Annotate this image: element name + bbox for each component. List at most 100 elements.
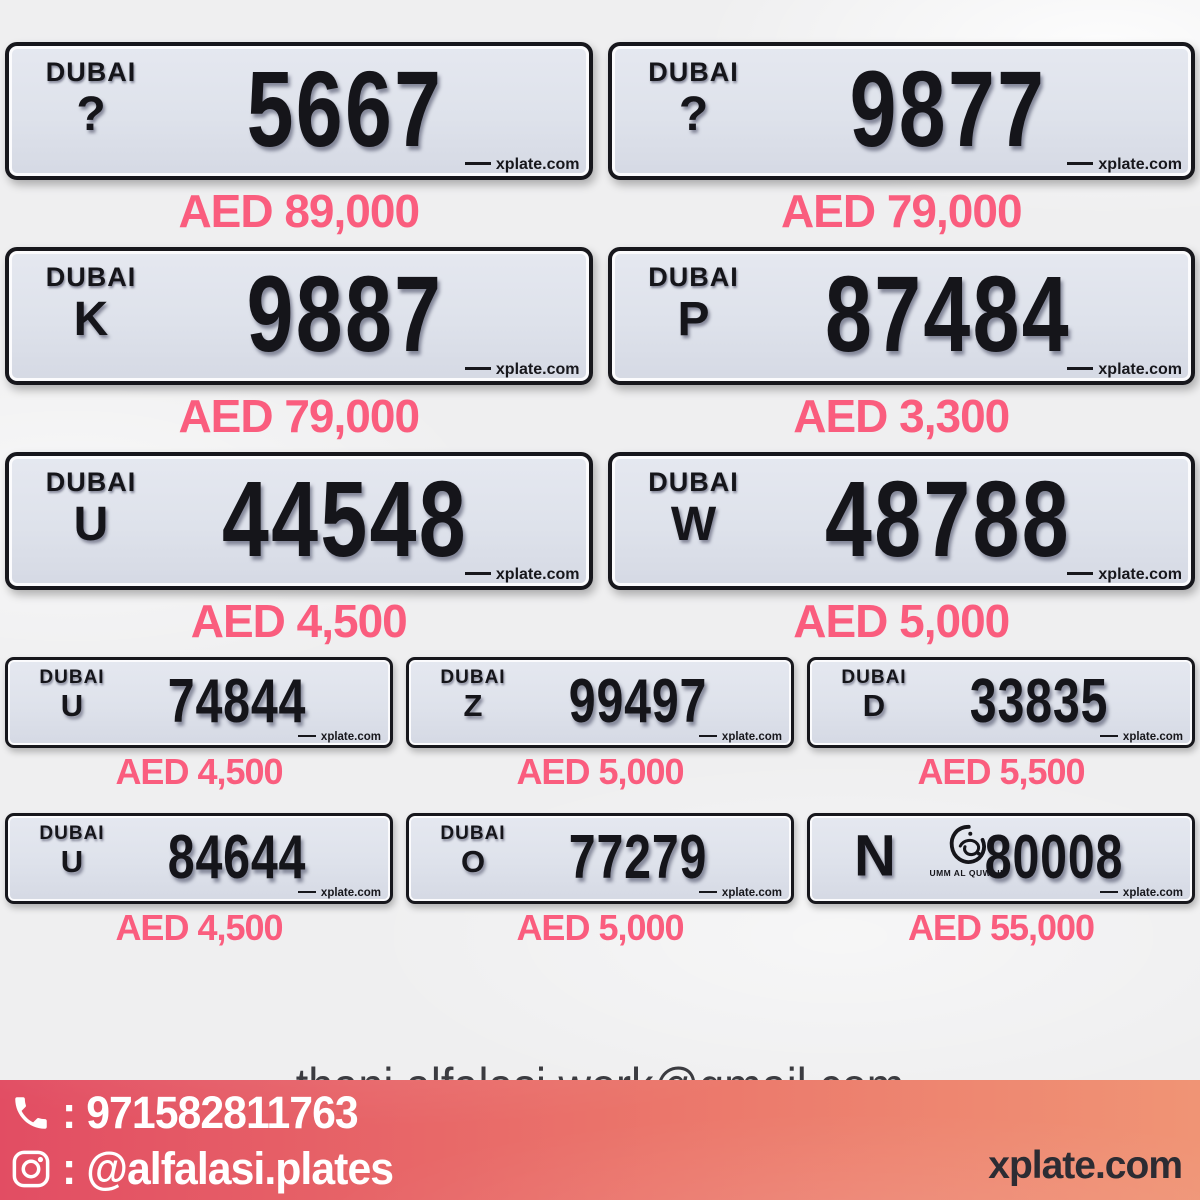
- emirate-block: DUBAI U: [31, 467, 151, 549]
- dubai-logo: DUBAI: [440, 667, 506, 688]
- xplate-watermark: xplate.com: [699, 887, 782, 899]
- plate-cell: DUBAI U 74844 xplate.com AED 4,500: [5, 657, 393, 813]
- license-plate: DUBAI U 74844 xplate.com: [5, 657, 393, 748]
- dubai-logo: DUBAI: [648, 262, 739, 292]
- plates-grid: DUBAI? 5667 xplate.com AED 89,000 DUBAI? 9877…: [0, 0, 1200, 969]
- plate-cell: N UMM AL QUWAIN 80008 xplate.com AED 55,000: [807, 813, 1195, 969]
- plate-price: AED 4,500: [115, 907, 283, 948]
- plate-cell: DUBAI? 9877 xplate.com AED 79,000: [607, 42, 1195, 247]
- plate-letter: O: [460, 844, 486, 879]
- footer: : 971582811763 : @alfalasi.plates xplate…: [0, 1080, 1200, 1200]
- instagram-line: : @alfalasi.plates: [10, 1141, 411, 1197]
- license-plate: DUBAI Z 99497 xplate.com: [406, 657, 794, 748]
- emirate-block: DUBAI?: [31, 57, 151, 139]
- plate-letter: W: [670, 498, 717, 551]
- instagram-handle: : @alfalasi.plates: [62, 1143, 394, 1194]
- xplate-watermark: xplate.com: [1100, 887, 1183, 899]
- dubai-logo: DUBAI: [39, 667, 105, 688]
- dubai-logo: DUBAI: [45, 57, 137, 87]
- plate-row: DUBAI K 9887 xplate.com AED 79,000 DUBAI P 8748…: [0, 247, 1200, 452]
- plate-row: DUBAI U 84644 xplate.com AED 4,500 DUBAI O 7727…: [0, 813, 1200, 969]
- phone-number: : 971582811763: [62, 1087, 359, 1138]
- plate-cell: DUBAI? 5667 xplate.com AED 89,000: [5, 42, 593, 247]
- xplate-watermark: xplate.com: [298, 731, 381, 743]
- plate-cell: DUBAI Z 99497 xplate.com AED 5,000: [406, 657, 794, 813]
- plate-letter: K: [73, 293, 109, 346]
- plate-cell: DUBAI U 84644 xplate.com AED 4,500: [5, 813, 393, 969]
- brand-xplate: xplate.com: [988, 1144, 1183, 1187]
- dubai-logo: DUBAI: [45, 467, 137, 497]
- emirate-block: DUBAI W: [634, 467, 754, 549]
- plate-row: DUBAI U 74844 xplate.com AED 4,500 DUBAI Z 9949…: [0, 657, 1200, 813]
- xplate-watermark: xplate.com: [1100, 731, 1183, 743]
- plate-price: AED 4,500: [190, 595, 408, 647]
- plate-letter: U: [60, 688, 84, 723]
- license-plate: DUBAI W 48788 xplate.com: [607, 452, 1195, 590]
- emirate-block: DUBAI D: [828, 667, 920, 721]
- dubai-logo: DUBAI: [39, 823, 105, 844]
- plate-number: 80008: [985, 822, 1124, 892]
- license-plate: DUBAI U 44548 xplate.com: [5, 452, 593, 590]
- xplate-watermark: xplate.com: [298, 887, 381, 899]
- plate-letter: ?: [76, 88, 106, 141]
- phone-icon: [10, 1092, 52, 1134]
- plate-number: 74844: [167, 666, 307, 736]
- plate-price: AED 3,300: [793, 390, 1010, 442]
- xplate-watermark: xplate.com: [1067, 156, 1182, 174]
- plate-number: 99497: [568, 666, 708, 736]
- plate-letter: P: [677, 293, 710, 346]
- plate-letter: U: [73, 498, 109, 551]
- plate-number: 9887: [246, 253, 444, 374]
- plate-row: DUBAI U 44548 xplate.com AED 4,500 DUBAI W 4878…: [0, 452, 1200, 657]
- plate-cell: DUBAI U 44548 xplate.com AED 4,500: [5, 452, 593, 657]
- license-plate: DUBAI? 9877 xplate.com: [607, 42, 1195, 180]
- emirate-block: DUBAI P: [634, 262, 754, 344]
- dubai-logo: DUBAI: [648, 57, 739, 87]
- plate-number: 77279: [568, 822, 708, 892]
- umm-al-quwain-emblem: UMM AL QUWAIN: [913, 823, 1023, 878]
- license-plate: DUBAI? 5667 xplate.com: [5, 42, 593, 180]
- phone-line: : 971582811763: [10, 1085, 411, 1141]
- plate-price: AED 4,500: [115, 751, 283, 792]
- plate-price: AED 55,000: [907, 907, 1095, 948]
- emirate-block: DUBAI U: [26, 823, 118, 877]
- calligraphy-mark: [949, 824, 987, 864]
- license-plate: N UMM AL QUWAIN 80008 xplate.com: [807, 813, 1195, 904]
- emirate-block: DUBAI O: [427, 823, 519, 877]
- dubai-logo: DUBAI: [648, 467, 739, 497]
- instagram-icon: [10, 1148, 52, 1190]
- xplate-watermark: xplate.com: [465, 156, 580, 174]
- plate-row: DUBAI? 5667 xplate.com AED 89,000 DUBAI? 9877…: [0, 42, 1200, 247]
- plate-price: AED 89,000: [178, 185, 420, 237]
- plate-letter: ?: [678, 88, 709, 141]
- emirate-label: UMM AL QUWAIN: [929, 868, 1007, 878]
- plate-cell: DUBAI D 33835 xplate.com AED 5,500: [807, 657, 1195, 813]
- license-plate: DUBAI O 77279 xplate.com: [406, 813, 794, 904]
- xplate-watermark: xplate.com: [465, 566, 580, 584]
- plate-price: AED 5,000: [793, 595, 1010, 647]
- dubai-logo: DUBAI: [440, 823, 506, 844]
- plate-letter: N: [854, 823, 896, 889]
- dubai-logo: DUBAI: [841, 667, 907, 688]
- footer-contact-block: : 971582811763 : @alfalasi.plates: [10, 1085, 411, 1197]
- emirate-block: DUBAI K: [31, 262, 151, 344]
- plate-price: AED 79,000: [178, 390, 420, 442]
- dubai-logo: DUBAI: [45, 262, 137, 292]
- plate-number: 5667: [246, 48, 444, 169]
- plate-number: 84644: [167, 822, 307, 892]
- emirate-block: DUBAI?: [634, 57, 754, 139]
- plate-number: 87484: [824, 253, 1071, 374]
- plate-number: 44548: [222, 458, 469, 579]
- plate-letter: D: [862, 688, 886, 723]
- license-plate: DUBAI P 87484 xplate.com: [607, 247, 1195, 385]
- emirate-block: DUBAI Z: [427, 667, 519, 721]
- xplate-watermark: xplate.com: [465, 361, 580, 379]
- xplate-watermark: xplate.com: [699, 731, 782, 743]
- plate-letter: Z: [463, 688, 483, 723]
- plate-number: 33835: [969, 666, 1109, 736]
- plate-number: 48788: [824, 458, 1071, 579]
- xplate-watermark: xplate.com: [1067, 361, 1182, 379]
- plate-price: AED 5,000: [516, 907, 684, 948]
- plate-cell: DUBAI W 48788 xplate.com AED 5,000: [607, 452, 1195, 657]
- emirate-block: DUBAI U: [26, 667, 118, 721]
